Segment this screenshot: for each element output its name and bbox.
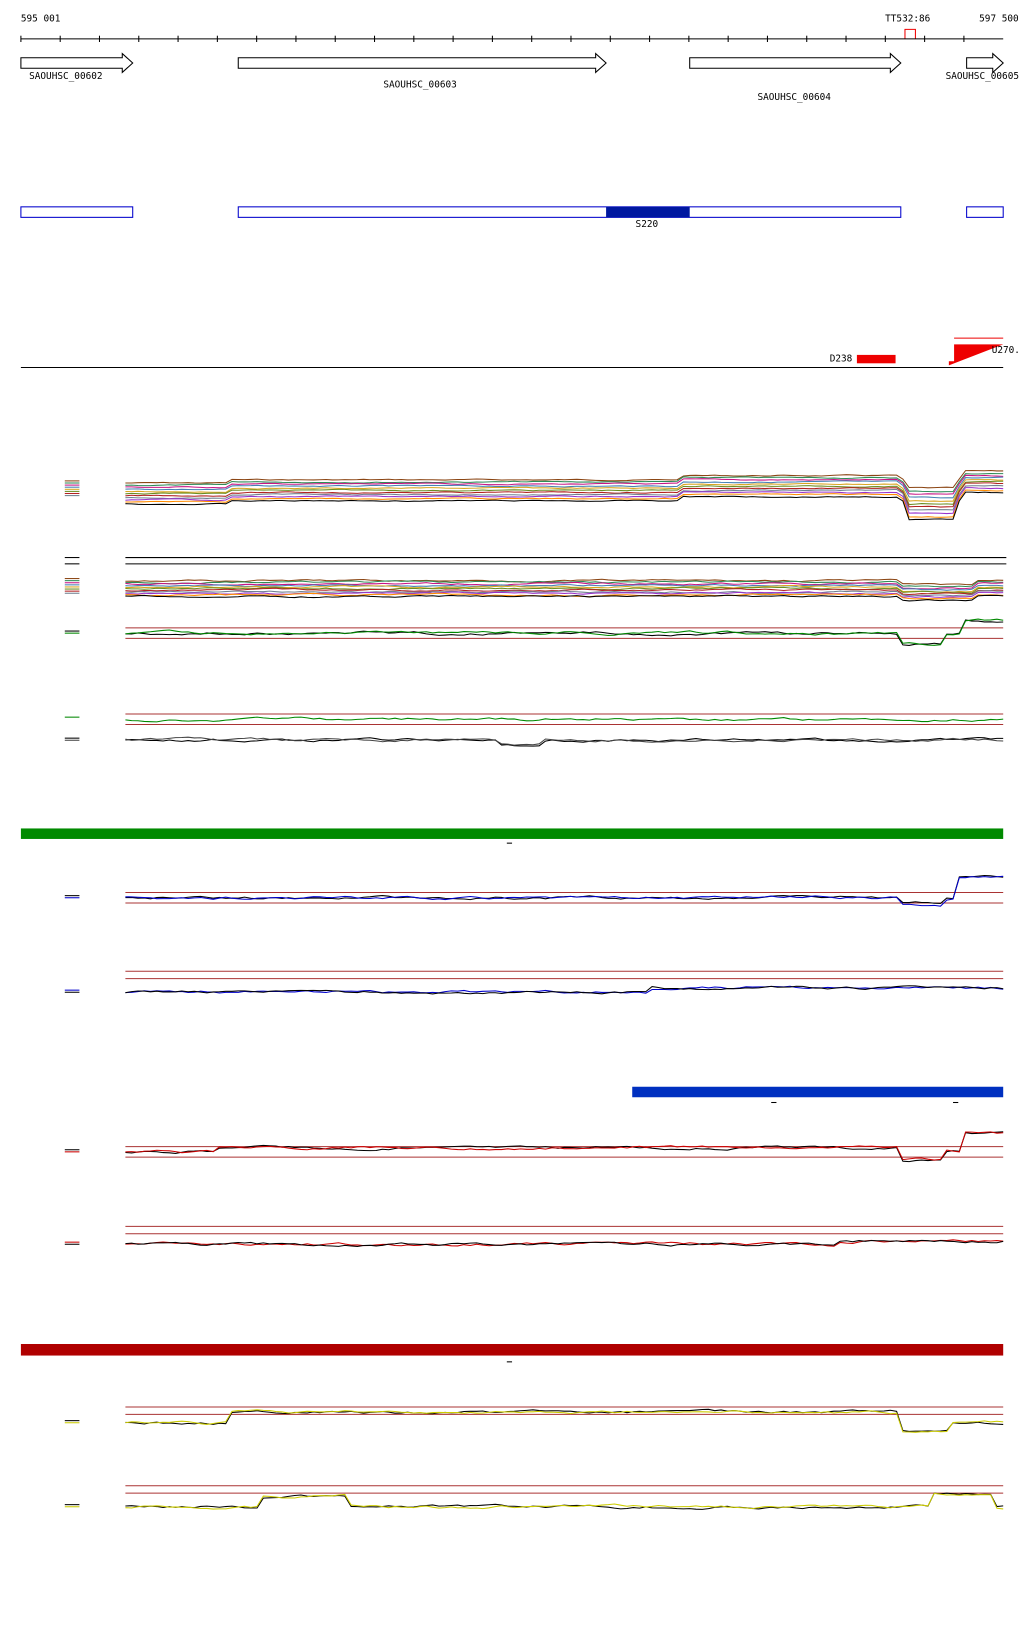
gene-label: SAOUHSC_00604: [757, 92, 831, 103]
upstream-feature: [948, 344, 1004, 366]
downstream-feature: [856, 354, 896, 364]
ruler-end: 597 500: [979, 13, 1019, 24]
expression-trace: [125, 1131, 1004, 1163]
expression-trace: [125, 1131, 1004, 1161]
expression-trace: [125, 474, 1004, 495]
upstream-label: U270.: [992, 345, 1020, 356]
expression-trace: [125, 584, 1004, 593]
expression-trace: [125, 1239, 1004, 1247]
gene-arrow: [689, 52, 902, 74]
expression-trace: [125, 489, 1004, 518]
expression-trace: [125, 581, 1004, 590]
expression-trace: [125, 479, 1004, 502]
segment-box: [966, 206, 1004, 218]
expression-trace: [125, 1409, 1004, 1433]
expression-trace: [125, 736, 1004, 746]
expression-trace: [125, 1492, 1004, 1510]
condition-bar: [20, 1344, 1004, 1356]
expression-trace: [125, 476, 1004, 499]
condition-bar: [20, 828, 1004, 839]
marker-bump: [904, 28, 916, 39]
expression-trace: [125, 619, 1004, 646]
expression-trace: [125, 587, 1004, 596]
ruler-marker: TT532:86: [885, 13, 931, 24]
expression-trace: [125, 482, 1004, 508]
expression-trace: [125, 584, 1004, 591]
expression-trace: [125, 578, 1004, 586]
gene-arrow: [237, 52, 607, 74]
expression-trace: [125, 592, 1004, 600]
expression-trace: [125, 618, 1004, 646]
expression-trace: [125, 716, 1004, 723]
browser-content: 595 001 597 500 TT532:86 SAOUHSC_00602 S…: [20, 13, 1020, 1510]
expression-trace: [125, 985, 1004, 995]
ruler-start: 595 001: [21, 13, 61, 24]
gene-arrow: [20, 52, 134, 74]
expression-trace: [125, 590, 1004, 597]
expression-trace: [125, 469, 1004, 489]
condition-bar: [632, 1086, 1004, 1098]
segment-box: [20, 206, 134, 218]
gene-label: SAOUHSC_00605: [946, 71, 1019, 82]
expression-trace: [125, 491, 1004, 521]
expression-trace: [125, 473, 1004, 493]
gene-arrow: [966, 52, 1004, 74]
segment-label: S220: [636, 219, 659, 230]
expression-trace: [125, 594, 1004, 602]
segment-fill: [606, 206, 690, 218]
expression-trace: [125, 591, 1004, 598]
expression-trace: [125, 484, 1004, 511]
gene-label: SAOUHSC_00603: [383, 80, 456, 91]
gene-label: SAOUHSC_00602: [29, 71, 102, 82]
downstream-label: D238: [830, 354, 853, 365]
expression-trace: [125, 875, 1004, 907]
expression-trace: [125, 480, 1004, 506]
expression-trace: [125, 874, 1004, 904]
expression-trace: [125, 487, 1004, 515]
expression-trace: [125, 1408, 1004, 1432]
segment-box: [237, 206, 902, 218]
